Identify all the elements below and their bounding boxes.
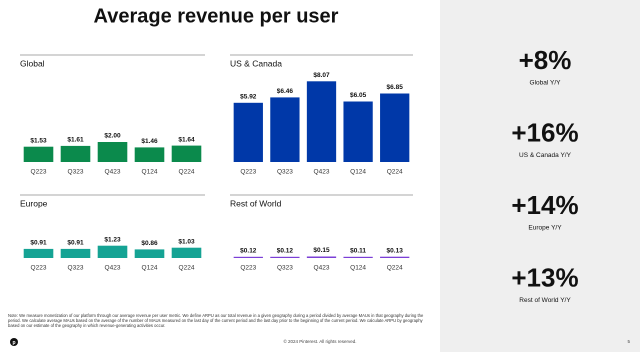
value-label: $1.61 — [67, 137, 84, 144]
footnote: Note: We measure monetization of our pla… — [8, 313, 424, 328]
chart-title: US & Canada — [230, 58, 282, 68]
value-label: $1.03 — [178, 238, 195, 245]
stat-value: +16% — [511, 117, 578, 147]
category-label: Q224 — [387, 265, 403, 272]
bar — [306, 256, 337, 258]
value-label: $1.23 — [104, 236, 121, 243]
stat-value: +8% — [519, 45, 572, 75]
page-number: 5 — [627, 339, 630, 344]
value-label: $6.05 — [350, 92, 367, 99]
value-label: $0.12 — [240, 248, 257, 255]
category-label: Q223 — [240, 169, 256, 176]
value-label: $1.53 — [30, 137, 47, 144]
bar — [134, 249, 165, 258]
value-label: $2.00 — [104, 133, 121, 140]
bar — [380, 93, 410, 162]
bar — [343, 256, 373, 258]
bar — [23, 146, 54, 162]
category-label: Q124 — [350, 265, 366, 272]
value-label: $5.92 — [240, 94, 257, 101]
stat-label: Global Y/Y — [530, 80, 562, 87]
category-label: Q323 — [68, 265, 84, 272]
category-label: Q124 — [350, 169, 366, 176]
category-label: Q224 — [179, 169, 195, 176]
bar — [233, 102, 263, 162]
bar — [380, 256, 410, 258]
copyright: © 2024 Pinterest. All rights reserved. — [283, 338, 356, 344]
category-label: Q323 — [68, 169, 84, 176]
category-label: Q423 — [105, 169, 121, 176]
value-label: $0.91 — [67, 240, 84, 247]
logo-letter: p — [12, 340, 15, 346]
category-label: Q223 — [31, 169, 47, 176]
value-label: $0.86 — [141, 240, 158, 247]
value-label: $6.85 — [387, 84, 404, 91]
value-label: $0.13 — [387, 247, 404, 254]
bar — [171, 145, 202, 162]
category-label: Q223 — [31, 265, 47, 272]
bar — [134, 147, 165, 162]
value-label: $0.15 — [313, 247, 330, 254]
bar — [23, 248, 54, 258]
category-label: Q423 — [314, 169, 330, 176]
value-label: $8.07 — [313, 72, 330, 79]
chart-title: Europe — [20, 198, 48, 208]
category-label: Q423 — [314, 265, 330, 272]
chart-title: Rest of World — [230, 198, 282, 208]
category-label: Q423 — [105, 265, 121, 272]
value-label: $1.64 — [178, 136, 195, 143]
stat-value: +13% — [511, 262, 578, 292]
logo — [10, 338, 18, 346]
bar — [97, 245, 128, 258]
bar — [171, 247, 202, 258]
bar — [60, 145, 91, 162]
bar — [270, 256, 300, 258]
category-label: Q323 — [277, 265, 293, 272]
bar — [97, 142, 128, 162]
bar — [306, 81, 337, 162]
category-label: Q124 — [142, 169, 158, 176]
value-label: $1.46 — [141, 138, 158, 145]
category-label: Q124 — [142, 265, 158, 272]
category-label: Q224 — [387, 169, 403, 176]
category-label: Q224 — [179, 265, 195, 272]
stats-panel — [440, 0, 640, 352]
stat-value: +14% — [511, 190, 578, 220]
bar — [270, 97, 300, 162]
bar — [60, 248, 91, 258]
stat-label: Europe Y/Y — [528, 225, 562, 232]
category-label: Q223 — [240, 265, 256, 272]
value-label: $0.12 — [277, 248, 294, 255]
bar — [233, 256, 263, 258]
chart-title: Global — [20, 58, 45, 68]
value-label: $0.91 — [30, 240, 47, 247]
bar — [343, 101, 373, 162]
stat-label: Rest of World Y/Y — [519, 297, 571, 304]
stat-label: US & Canada Y/Y — [519, 152, 572, 159]
value-label: $0.11 — [350, 248, 366, 255]
category-label: Q323 — [277, 169, 293, 176]
value-label: $6.46 — [277, 88, 294, 95]
slide-title: Average revenue per user — [94, 5, 339, 27]
